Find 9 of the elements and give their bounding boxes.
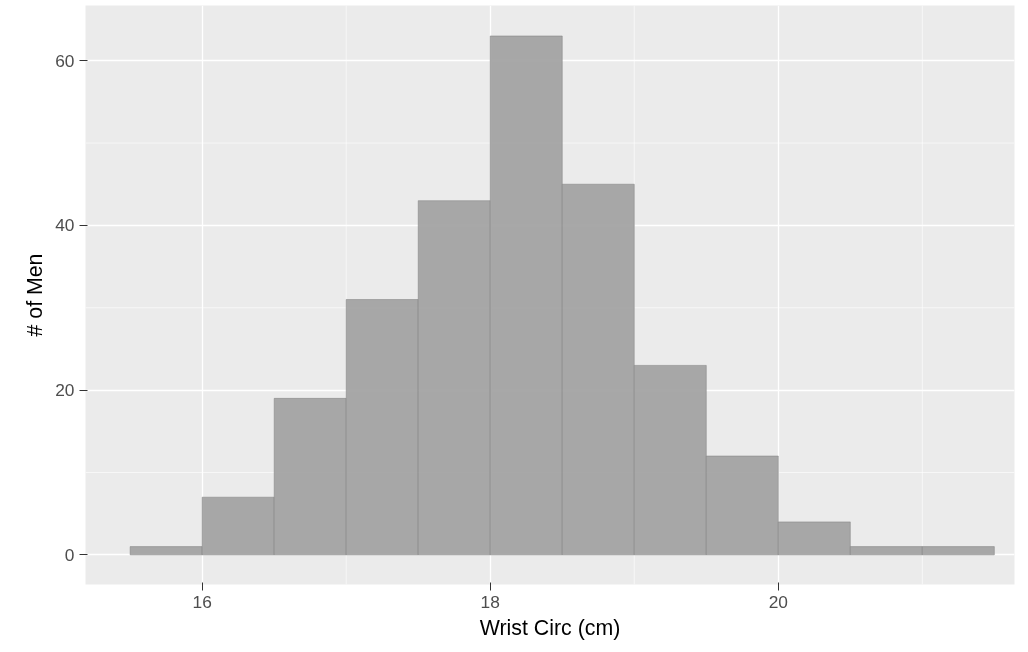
x-axis-title: Wrist Circ (cm) — [479, 615, 621, 640]
y-tick-label: 60 — [55, 50, 75, 71]
y-tick-label: 40 — [55, 215, 75, 236]
x-tick-label: 18 — [480, 591, 500, 612]
y-axis-title: # of Men — [23, 253, 48, 337]
y-tick-label: 0 — [64, 544, 75, 565]
y-tick-label: 20 — [55, 380, 75, 401]
x-tick-label: 20 — [768, 591, 788, 612]
x-tick-label: 16 — [192, 591, 212, 612]
